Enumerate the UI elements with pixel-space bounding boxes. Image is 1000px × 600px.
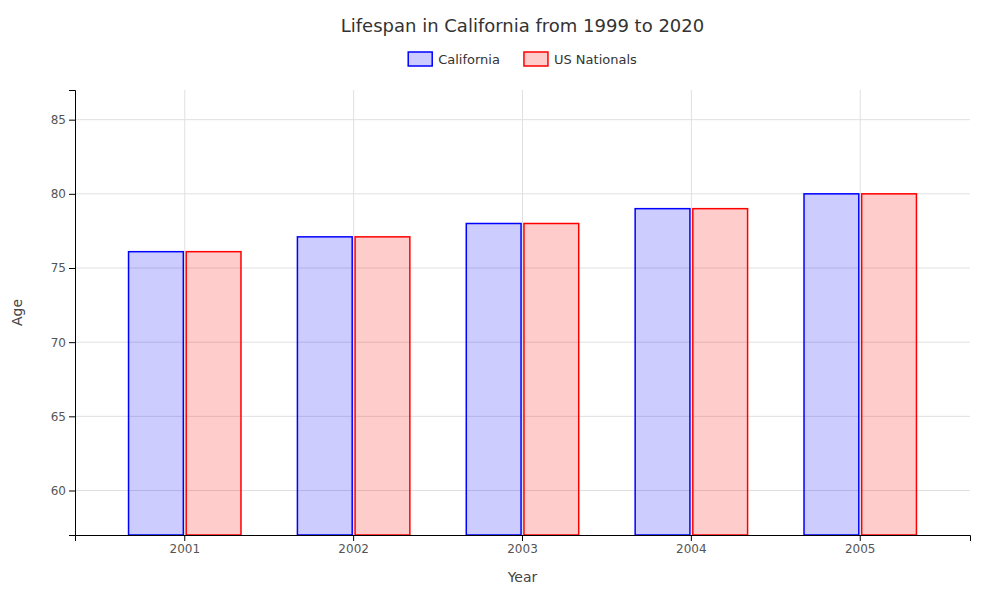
tick-mark xyxy=(69,194,75,195)
x-tick: 2001 xyxy=(169,535,200,556)
legend-item: California xyxy=(408,52,500,67)
grid xyxy=(75,90,970,535)
title: Lifespan in California from 1999 to 2020 xyxy=(341,15,704,36)
grid-line xyxy=(860,90,861,535)
bar xyxy=(466,224,521,536)
bar xyxy=(129,252,184,535)
tick-label: 2001 xyxy=(169,542,200,556)
y-axis: 60 65 70 75 80 85 xyxy=(51,91,76,536)
tick-label: 70 xyxy=(51,336,66,350)
legend-label: US Nationals xyxy=(554,52,637,67)
plot: 60 65 70 75 80 85 2001 2002 2003 2004 2005 xyxy=(51,90,971,556)
tick-mark xyxy=(69,268,75,269)
axis-line xyxy=(76,536,971,542)
x-tick: 2005 xyxy=(845,535,876,556)
tick-label: 2004 xyxy=(676,542,707,556)
bar-series xyxy=(129,194,859,535)
y-tick: 70 xyxy=(51,336,75,350)
grid-line xyxy=(522,90,523,535)
grid-line xyxy=(184,90,185,535)
x-tick: 2002 xyxy=(338,535,369,556)
tick-mark xyxy=(69,416,75,417)
grid-line xyxy=(353,90,354,535)
bar xyxy=(297,237,352,535)
y-tick: 75 xyxy=(51,261,75,275)
tick-mark xyxy=(522,535,523,541)
x-axis-title: Year xyxy=(507,569,538,585)
tick-label: 2005 xyxy=(845,542,876,556)
bar-series xyxy=(186,194,916,535)
legend-swatch xyxy=(524,52,548,66)
tick-label: 60 xyxy=(51,484,66,498)
tick-label: 65 xyxy=(51,410,66,424)
x-tick: 2003 xyxy=(507,535,538,556)
y-tick: 65 xyxy=(51,410,75,424)
tick-mark xyxy=(69,342,75,343)
y-tick: 80 xyxy=(51,187,75,201)
tick-label: 75 xyxy=(51,261,66,275)
tick-label: 2003 xyxy=(507,542,538,556)
bars xyxy=(129,194,917,535)
tick-mark xyxy=(353,535,354,541)
y-axis-title: Age xyxy=(9,299,25,326)
tick-mark xyxy=(69,120,75,121)
bar xyxy=(355,237,410,535)
bar xyxy=(635,209,690,535)
bar xyxy=(862,194,917,535)
grid-line xyxy=(691,90,692,535)
x-tick: 2004 xyxy=(676,535,707,556)
bar xyxy=(693,209,748,535)
tick-label: 2002 xyxy=(338,542,369,556)
axis-line xyxy=(69,91,76,536)
legend-item: US Nationals xyxy=(524,52,637,67)
y-tick: 85 xyxy=(51,113,75,127)
legend: California US Nationals xyxy=(408,52,637,67)
chart: 60 65 70 75 80 85 2001 2002 2003 2004 2005 Year Age L… xyxy=(0,0,1000,600)
bar xyxy=(524,224,579,536)
bar xyxy=(804,194,859,535)
y-tick: 60 xyxy=(51,484,75,498)
tick-label: 85 xyxy=(51,113,66,127)
tick-mark xyxy=(691,535,692,541)
legend-swatch xyxy=(408,52,432,66)
x-axis: 2001 2002 2003 2004 2005 xyxy=(76,535,971,556)
tick-mark xyxy=(860,535,861,541)
bar xyxy=(186,252,241,535)
tick-mark xyxy=(69,491,75,492)
tick-mark xyxy=(184,535,185,541)
legend-label: California xyxy=(438,52,500,67)
tick-label: 80 xyxy=(51,187,66,201)
